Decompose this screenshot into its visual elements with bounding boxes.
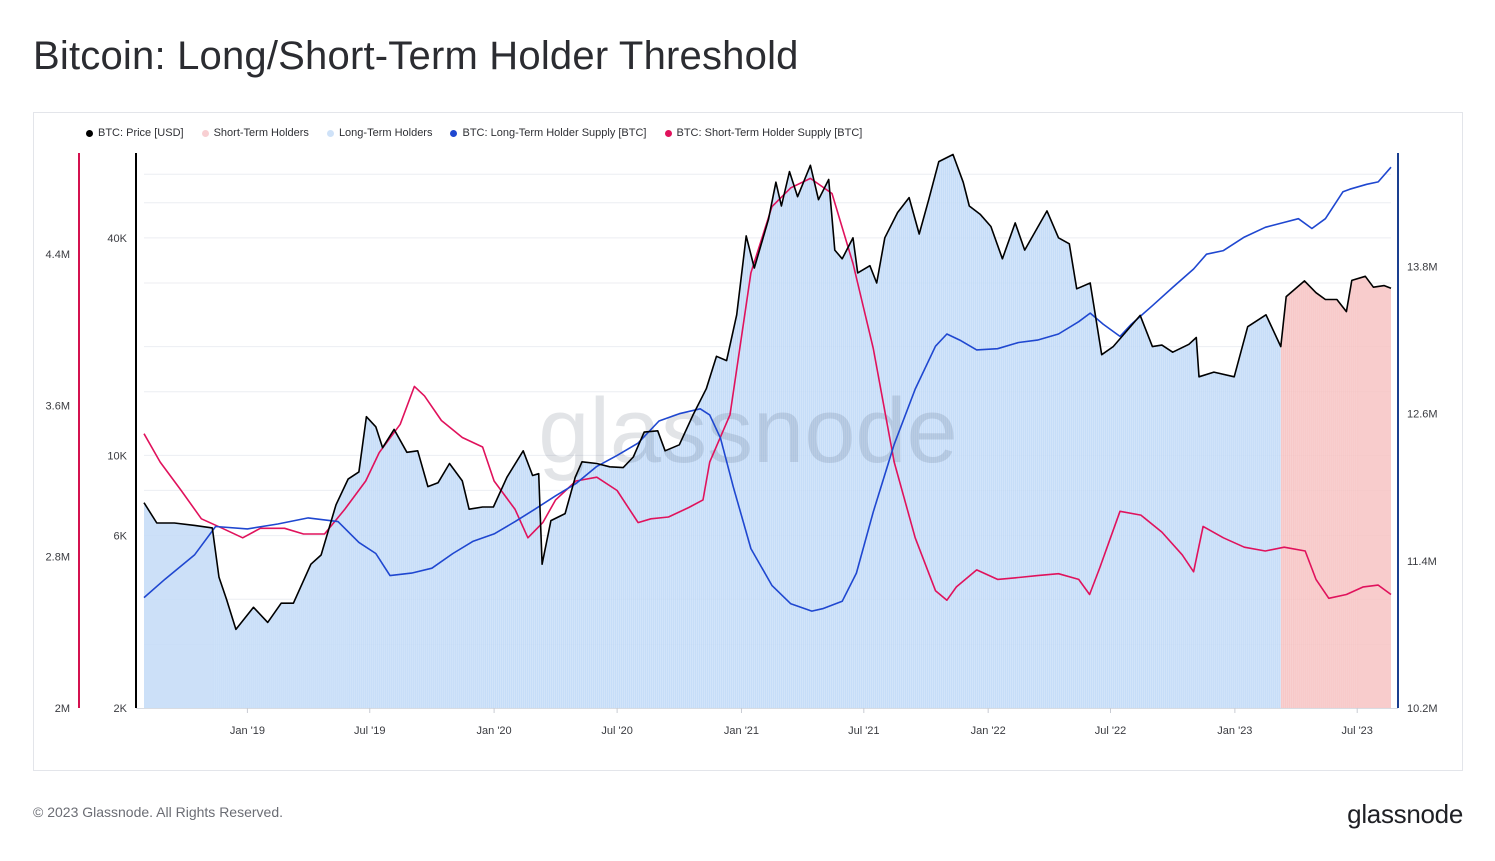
- series-line-btc-price: [143, 153, 1392, 631]
- x-tick-label: Jan '23: [1217, 725, 1252, 737]
- x-tick-label: Jul '21: [848, 725, 879, 737]
- chart-legend: BTC: Price [USD] Short-Term Holders Long…: [86, 125, 862, 141]
- price-tick-label: 6K: [114, 531, 128, 543]
- series-lines: [143, 153, 1392, 631]
- footer-copyright: © 2023 Glassnode. All Rights Reserved.: [33, 804, 284, 820]
- legend-item-sth-supply[interactable]: BTC: Short-Term Holder Supply [BTC]: [664, 127, 863, 139]
- legend-label-lth-supply: BTC: Long-Term Holder Supply [BTC]: [462, 127, 647, 139]
- series-line-sth-supply: [143, 177, 1392, 601]
- legend-label-long-term-holders: Long-Term Holders: [338, 127, 433, 139]
- left-supply-tick-label: 4.4M: [46, 249, 70, 261]
- legend-label-sth-supply: BTC: Short-Term Holder Supply [BTC]: [676, 127, 863, 139]
- price-tick-label: 10K: [107, 450, 127, 462]
- x-tick-label: Jan '20: [477, 725, 512, 737]
- legend-dot-sth-supply: [664, 129, 672, 137]
- left-supply-tick-label: 3.6M: [46, 400, 70, 412]
- legend-dot-long-term-holders: [326, 129, 334, 137]
- legend-item-lth-supply[interactable]: BTC: Long-Term Holder Supply [BTC]: [450, 127, 647, 139]
- region-short-term-holders: [1280, 276, 1391, 708]
- right-supply-tick-label: 13.8M: [1407, 262, 1438, 274]
- legend-item-short-term-holders[interactable]: Short-Term Holders: [201, 127, 309, 139]
- right-supply-tick-label: 11.4M: [1407, 556, 1437, 568]
- left-supply-tick-label: 2M: [55, 703, 70, 715]
- series-line-lth-supply: [143, 166, 1392, 612]
- price-tick-label: 40K: [107, 233, 127, 245]
- right-supply-tick-label: 12.6M: [1407, 409, 1438, 421]
- legend-item-long-term-holders[interactable]: Long-Term Holders: [326, 127, 433, 139]
- legend-label-price: BTC: Price [USD]: [98, 127, 184, 139]
- legend-dot-lth-supply: [450, 129, 458, 137]
- region-short-term-holders-hatch: [1280, 276, 1392, 708]
- x-tick-label: Jul '19: [354, 725, 385, 737]
- legend-label-short-term-holders: Short-Term Holders: [213, 127, 309, 139]
- legend-item-price[interactable]: BTC: Price [USD]: [86, 127, 184, 139]
- x-tick-label: Jul '20: [601, 725, 632, 737]
- x-tick-label: Jul '23: [1341, 725, 1372, 737]
- legend-dot-price: [86, 129, 93, 137]
- footer-logo: glassnode: [1347, 799, 1463, 829]
- x-tick-label: Jul '22: [1095, 725, 1126, 737]
- legend-dot-short-term-holders: [201, 129, 209, 137]
- x-tick-label: Jan '21: [724, 725, 759, 737]
- right-supply-tick-label: 10.2M: [1407, 703, 1438, 715]
- axes: 2M 2.8M 3.6M 4.4M 2K 6K 10K 40K 10.2M 11.4M 12.6M 1…: [46, 153, 1438, 737]
- page-title: Bitcoin: Long/Short-Term Holder Threshol…: [33, 34, 799, 78]
- x-tick-label: Jan '22: [971, 725, 1006, 737]
- price-tick-label: 2K: [114, 703, 128, 715]
- left-supply-tick-label: 2.8M: [46, 552, 70, 564]
- x-tick-label: Jan '19: [230, 725, 265, 737]
